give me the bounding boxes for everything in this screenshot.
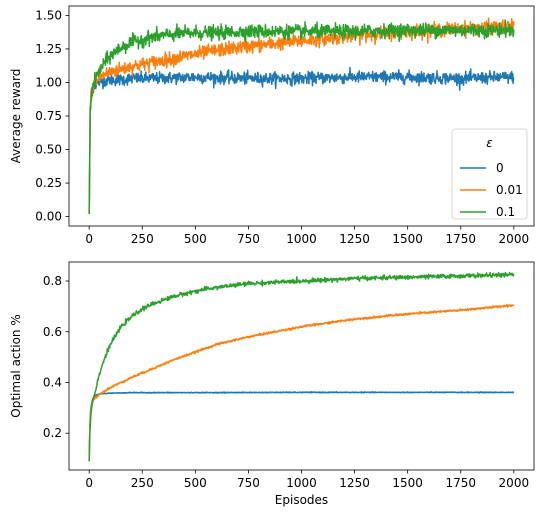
optimal-action-chart: 0 250 500 750 1000 1250 1500 1750 2000 0.2 0.4 0.6 0… [9, 261, 535, 507]
y-tick-label: 0.75 [35, 109, 62, 123]
legend-label: 0.1 [496, 205, 515, 219]
legend-label: 0.01 [496, 183, 523, 197]
series-line-0-1 [88, 19, 515, 214]
x-tick-label: 750 [237, 232, 260, 246]
x-tick-label: 1000 [286, 232, 317, 246]
x-tick-label: 1750 [445, 232, 476, 246]
series-line-0-01 [88, 304, 515, 462]
series-line-0-1 [88, 271, 515, 462]
y-axis-label: Average reward [9, 69, 23, 164]
x-tick-label: 0 [85, 476, 93, 490]
x-tick-label: 2000 [499, 476, 530, 490]
y-tick-label: 1.00 [35, 75, 62, 89]
x-tick-label: 2000 [499, 232, 530, 246]
y-tick-label: 0.4 [43, 375, 62, 389]
y-tick-label: 1.25 [35, 42, 62, 56]
plot-frame [68, 261, 535, 471]
y-tick-label: 0.6 [43, 325, 62, 339]
legend: ε0 0.01 0.1 [451, 128, 528, 220]
x-tick-label: 500 [184, 232, 207, 246]
x-tick-label: 1250 [339, 232, 370, 246]
y-tick-label: 0.50 [35, 143, 62, 157]
x-tick-label: 1750 [445, 476, 476, 490]
series-lines [88, 17, 515, 214]
x-tick-label: 500 [184, 476, 207, 490]
y-tick-label: 1.50 [35, 8, 62, 22]
x-tick-label: 1500 [392, 232, 423, 246]
series-line-0 [88, 66, 515, 214]
y-tick-label: 0.2 [43, 426, 62, 440]
x-tick-label: 1500 [392, 476, 423, 490]
series-line-0 [88, 390, 515, 462]
x-tick-label: 250 [131, 476, 154, 490]
x-tick-label: 750 [237, 476, 260, 490]
x-tick-label: 0 [85, 232, 93, 246]
y-tick-label: 0.8 [43, 274, 62, 288]
series-line-0-01 [88, 17, 515, 214]
series-lines [88, 271, 515, 462]
y-tick-label: 0.25 [35, 176, 62, 190]
legend-box [451, 128, 528, 220]
legend-title: ε [486, 136, 493, 150]
legend-label: 0 [496, 161, 504, 175]
x-axis-label: Episodes [275, 493, 328, 507]
y-tick-label: 0.00 [35, 210, 62, 224]
reward-chart: 0 250 500 750 1000 1250 1500 1750 2000 0.00 0.25 0.… [9, 5, 535, 246]
y-axis-label: Optimal action % [9, 314, 23, 417]
x-tick-label: 1000 [286, 476, 317, 490]
x-tick-label: 250 [131, 232, 154, 246]
x-tick-label: 1250 [339, 476, 370, 490]
